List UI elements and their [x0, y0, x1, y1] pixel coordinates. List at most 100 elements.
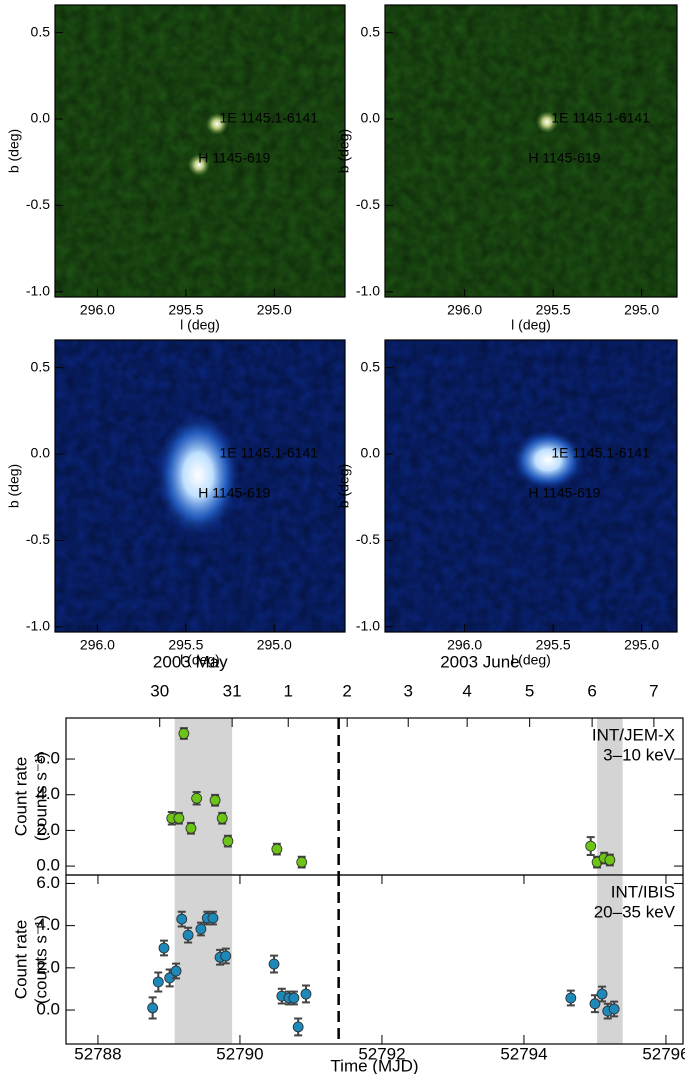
axes: 296.0 295.5 295.0 0.5 0.0 -0.5 -1.0 l (deg) b (d…: [6, 4, 346, 333]
top-tick-label: 2: [342, 681, 351, 700]
y-axis-label: b (deg): [336, 464, 352, 508]
top-tick-label: 30: [150, 681, 169, 700]
x-tick-label: 296.0: [447, 637, 482, 653]
data-point: [296, 856, 308, 868]
y-axis-label: Count rate: [11, 920, 30, 999]
image-panel: [385, 5, 677, 297]
x-tick-label: 52790: [216, 1044, 263, 1063]
data-point: [178, 728, 190, 739]
y-tick-label: -0.5: [26, 531, 50, 547]
data-point: [288, 992, 300, 1004]
x-axis-label: Time (MJD): [330, 1056, 418, 1074]
y-tick-label: -1.0: [356, 618, 380, 634]
frame: [384, 4, 678, 298]
data-point: [604, 854, 616, 866]
data-point: [209, 794, 221, 806]
data-point: [222, 835, 234, 847]
x-tick-label: 52794: [500, 1044, 547, 1063]
x-axis-label: l (deg): [180, 317, 220, 333]
month-label: 2003 May: [153, 652, 228, 671]
source-glows: [156, 111, 584, 537]
top-tick-label: 6: [587, 681, 596, 700]
y-axis-label: b (deg): [6, 129, 22, 173]
data-point: [158, 942, 170, 954]
data-point: [220, 950, 232, 962]
source-label: 1E 1145.1-6141: [219, 110, 318, 126]
x-axis-label: l (deg): [180, 652, 220, 668]
y-axis-label: (counts s⁻¹): [31, 915, 50, 1004]
data-point: [152, 976, 164, 988]
y-tick-label: 2.0: [36, 820, 60, 839]
y-tick-label: 2.0: [36, 957, 60, 976]
x-tick-label: 52792: [358, 1044, 405, 1063]
x-tick-label: 295.0: [257, 637, 292, 653]
source-label: 1E 1145.1-6141: [551, 445, 650, 461]
data-point: [596, 988, 608, 1000]
x-tick-label: 295.5: [536, 302, 571, 318]
image-noise: [55, 5, 345, 297]
axes: 296.0 295.5 295.0 0.5 0.0 -0.5 -1.0 l (deg) b (d…: [336, 4, 678, 333]
y-tick-label: 0.0: [31, 110, 51, 126]
data-point: [195, 923, 207, 935]
y-tick-label: 6.0: [36, 873, 60, 892]
data-point: [268, 958, 280, 970]
y-tick-label: -0.5: [356, 531, 380, 547]
frame: [54, 339, 346, 633]
y-tick-label: 4.0: [36, 915, 60, 934]
top-tick-label: 4: [462, 681, 471, 700]
image-panel: [55, 5, 345, 297]
data-point: [608, 1003, 620, 1015]
x-tick-label: 52788: [74, 1044, 121, 1063]
source-label: H 1145-619: [198, 149, 270, 165]
legend-annotation: 3–10 keV: [603, 745, 675, 764]
x-tick-label: 52796: [642, 1044, 685, 1063]
series: [147, 910, 620, 1037]
source-label: H 1145-619: [528, 149, 600, 165]
glow: [536, 111, 558, 133]
x-tick-label: 296.0: [80, 637, 115, 653]
frame: [384, 339, 678, 633]
month-label: 2003 June: [440, 652, 519, 671]
y-tick-label: 0.5: [31, 23, 51, 39]
x-tick-label: 295.5: [168, 637, 203, 653]
data-point: [191, 792, 203, 804]
data-point: [565, 992, 577, 1004]
axes: 296.0 295.5 295.0 0.5 0.0 -0.5 -1.0 l (deg) b (d…: [6, 339, 346, 668]
axes: 296.0 295.5 295.0 0.5 0.0 -0.5 -1.0 l (deg) b (d…: [336, 339, 678, 668]
y-tick-label: -1.0: [356, 283, 380, 299]
lightcurve-panel: 0.0 2.0 4.0 6.0 52788 52790 52792 52794 52796 Cou…: [11, 873, 685, 1074]
y-tick-label: -0.5: [356, 196, 380, 212]
data-point: [300, 988, 312, 1000]
y-tick-label: 0.5: [361, 23, 381, 39]
source-label: 1E 1145.1-6141: [551, 110, 650, 126]
shaded-region: [174, 718, 233, 875]
source-label: H 1145-619: [198, 484, 270, 500]
x-tick-label: 296.0: [447, 302, 482, 318]
series: [166, 727, 616, 869]
data-point: [589, 998, 601, 1010]
x-tick-label: 295.0: [257, 302, 292, 318]
source-label: H 1145-619: [528, 484, 600, 500]
glow: [156, 413, 240, 537]
data-point: [585, 840, 597, 852]
frame: [54, 4, 346, 298]
x-axis-label: l (deg): [511, 652, 551, 668]
image-noise: [385, 5, 677, 297]
top-tick-label: 31: [223, 681, 242, 700]
data-point: [182, 929, 194, 941]
data-point: [271, 843, 283, 855]
glow: [512, 430, 584, 490]
x-tick-label: 296.0: [80, 302, 115, 318]
y-axis-label: (counts s⁻¹): [31, 752, 50, 841]
y-tick-label: 0.0: [361, 445, 381, 461]
top-tick-label: 7: [649, 681, 658, 700]
y-tick-label: -1.0: [26, 283, 50, 299]
y-tick-label: 0.0: [36, 856, 60, 875]
lightcurve-panel: 0.0 2.0 4.0 6.0 30 31 1 2 3 4 5 6 7 2003 May 2003 June…: [11, 652, 684, 876]
y-tick-label: 0.5: [361, 358, 381, 374]
x-tick-label: 295.5: [168, 302, 203, 318]
x-axis-label: l (deg): [511, 317, 551, 333]
top-tick-label: 3: [403, 681, 412, 700]
top-tick-label: 5: [525, 681, 534, 700]
